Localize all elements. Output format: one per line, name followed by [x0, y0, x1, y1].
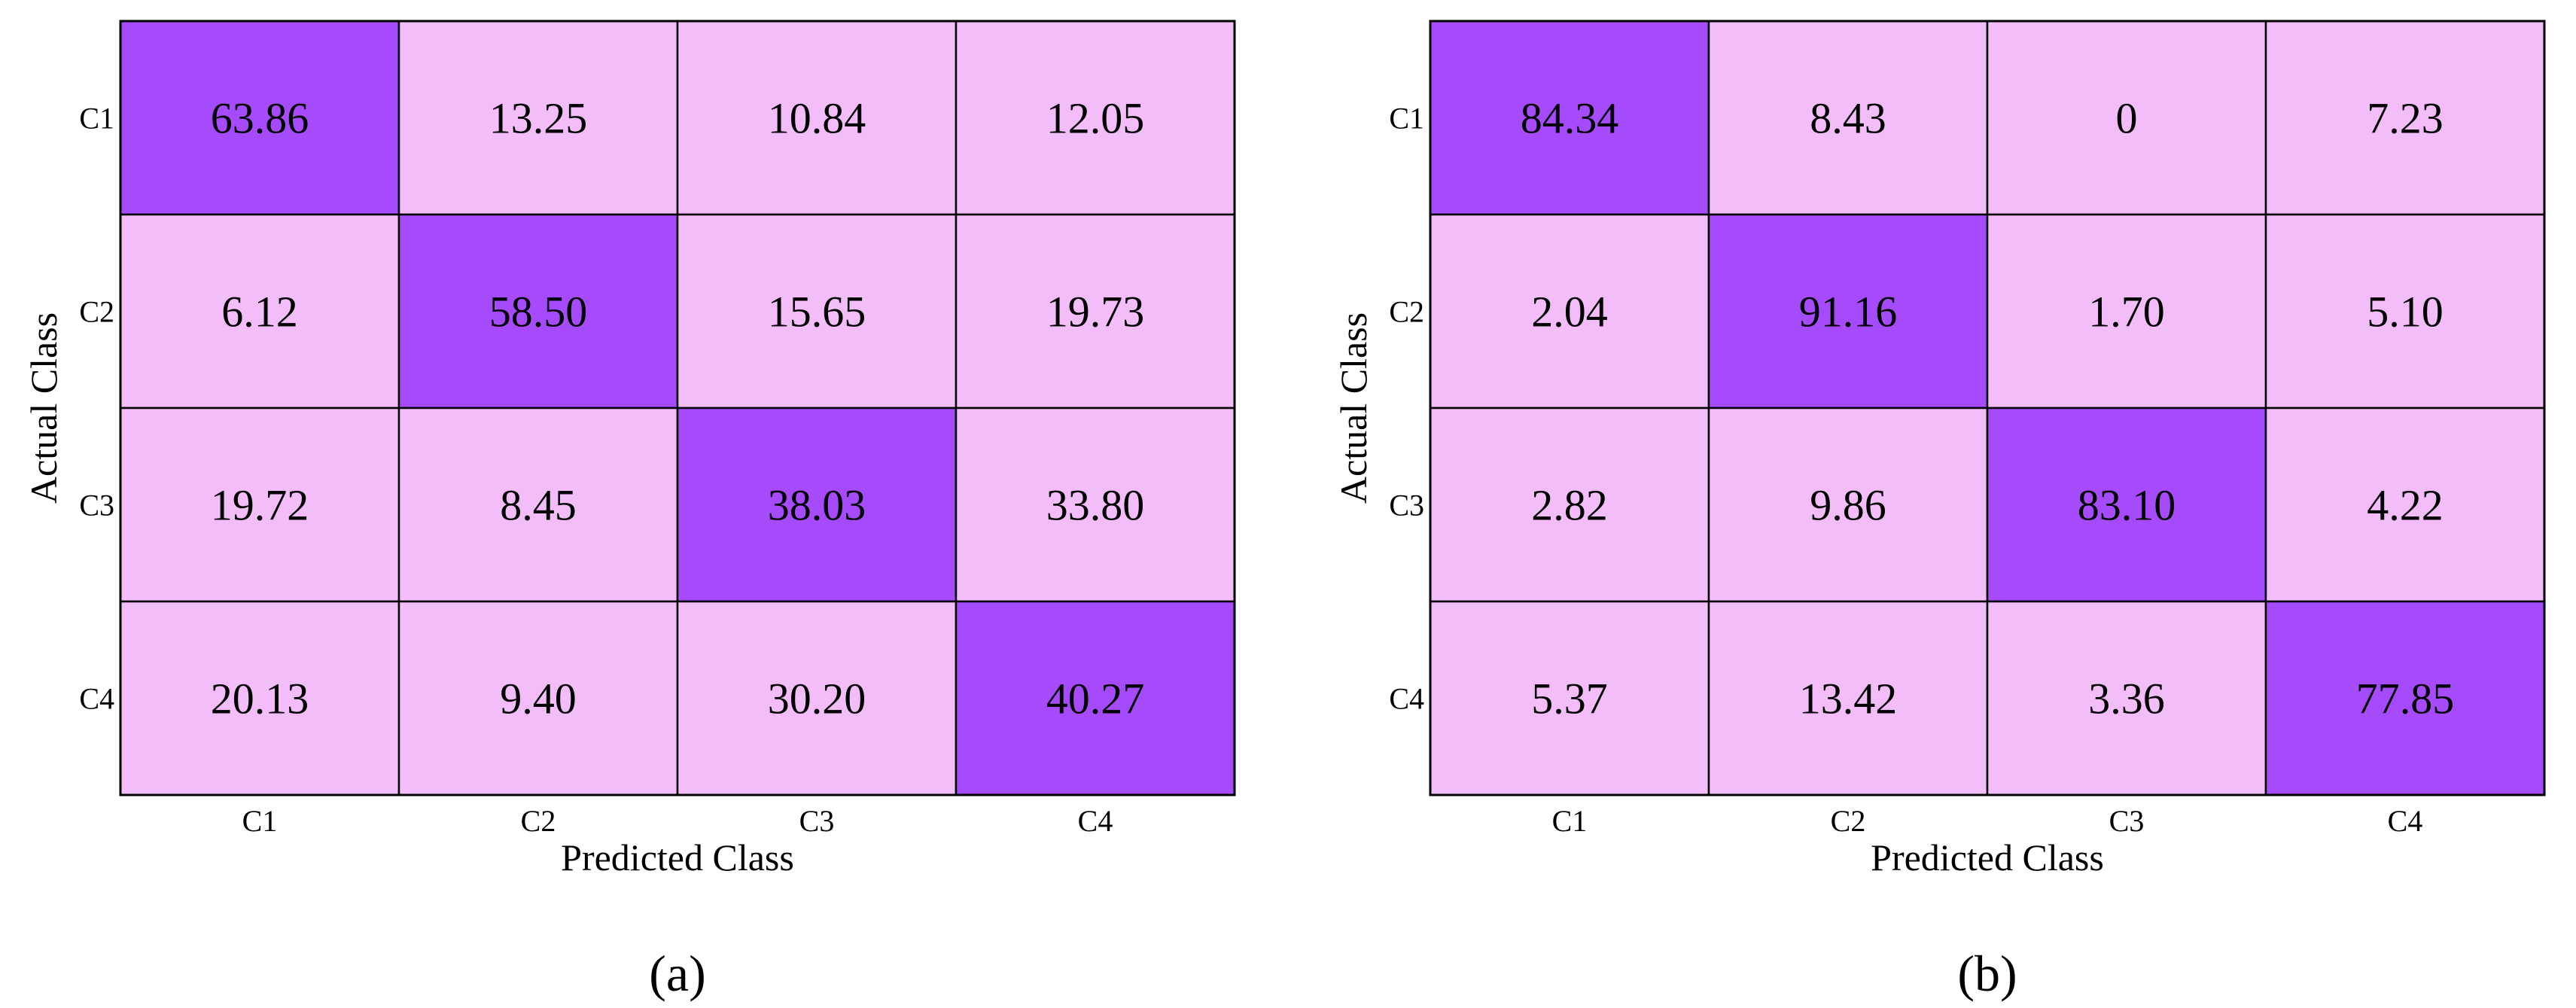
row-tick-label: C4	[79, 682, 114, 716]
cell-c3-c4	[2264, 407, 2546, 603]
cell-c2-c1	[119, 213, 400, 410]
cell-c2-c3	[1986, 213, 2267, 410]
cell-c1-c1	[119, 20, 400, 216]
cell-c4-c3	[676, 600, 958, 796]
col-tick-label: C1	[242, 804, 278, 838]
cell-value: 7.23	[2367, 94, 2444, 143]
cell-value: 1.70	[2088, 288, 2165, 337]
cell-value: 2.82	[1531, 481, 1608, 530]
y-axis-label: Actual Class	[23, 312, 65, 504]
col-tick-label: C3	[799, 804, 835, 838]
cell-value: 30.20	[768, 675, 866, 723]
cell-value: 13.25	[489, 94, 588, 143]
cell-c3-c2	[1707, 407, 1989, 603]
row-tick-label: C1	[79, 102, 114, 136]
cell-c2-c1	[1429, 213, 1710, 410]
cell-c4-c4	[2264, 600, 2546, 796]
matrix-border	[1429, 20, 2546, 796]
cell-value: 9.86	[1810, 481, 1886, 530]
cell-value: 3.36	[2088, 675, 2165, 723]
cell-value: 2.04	[1531, 288, 1608, 337]
cell-value: 20.13	[211, 675, 309, 723]
cell-c4-c1	[1429, 600, 1710, 796]
col-tick-label: C2	[1831, 804, 1866, 838]
panel-label: (b)	[1957, 945, 2017, 1002]
cell-value: 15.65	[768, 288, 866, 337]
cell-c1-c2	[1707, 20, 1989, 216]
cell-value: 63.86	[211, 94, 309, 143]
cell-value: 33.80	[1046, 481, 1145, 530]
cell-value: 6.12	[221, 288, 298, 337]
cell-value: 40.27	[1046, 675, 1145, 723]
x-axis-label: Predicted Class	[561, 836, 794, 879]
y-axis-label: Actual Class	[1332, 312, 1375, 504]
cell-c1-c2	[397, 20, 679, 216]
cell-c4-c3	[1986, 600, 2267, 796]
cell-c3-c4	[955, 407, 1236, 603]
cell-c2-c4	[955, 213, 1236, 410]
cell-c2-c2	[397, 213, 679, 410]
row-tick-label: C3	[79, 489, 114, 522]
cell-c3-c3	[1986, 407, 2267, 603]
cell-value: 4.22	[2367, 481, 2444, 530]
col-tick-label: C4	[2388, 804, 2423, 838]
cell-value: 83.10	[2078, 481, 2176, 530]
cell-value: 38.03	[768, 481, 866, 530]
row-tick-label: C1	[1389, 102, 1424, 136]
row-tick-label: C2	[1389, 295, 1424, 329]
cell-value: 13.42	[1799, 675, 1898, 723]
cell-value: 77.85	[2356, 675, 2455, 723]
cell-c1-c4	[955, 20, 1236, 216]
col-tick-label: C1	[1552, 804, 1588, 838]
col-tick-label: C3	[2109, 804, 2145, 838]
matrix-border	[119, 20, 1236, 796]
cell-value: 5.10	[2367, 288, 2444, 337]
panel-label: (a)	[649, 945, 705, 1002]
cell-value: 0	[2116, 94, 2138, 143]
cell-value: 5.37	[1531, 675, 1608, 723]
cell-c2-c4	[2264, 213, 2546, 410]
col-tick-label: C2	[521, 804, 556, 838]
cell-value: 19.73	[1046, 288, 1145, 337]
row-tick-label: C3	[1389, 489, 1424, 522]
cell-c4-c4	[955, 600, 1236, 796]
row-tick-label: C4	[1389, 682, 1424, 716]
confusion-matrix-a: 63.86 13.25 10.84 12.05 6.12 58.50 15.65 19.73 1…	[23, 20, 1236, 1002]
cell-c4-c2	[397, 600, 679, 796]
cell-c4-c1	[119, 600, 400, 796]
col-tick-label: C4	[1078, 804, 1113, 838]
cell-value: 8.45	[500, 481, 577, 530]
cell-c4-c2	[1707, 600, 1989, 796]
cell-value: 84.34	[1521, 94, 1619, 143]
row-tick-label: C2	[79, 295, 114, 329]
x-axis-label: Predicted Class	[1871, 836, 2104, 879]
cell-value: 58.50	[489, 288, 588, 337]
cell-value: 91.16	[1799, 288, 1898, 337]
cell-value: 8.43	[1810, 94, 1886, 143]
cell-c3-c2	[397, 407, 679, 603]
cell-value: 9.40	[500, 675, 577, 723]
cell-c2-c2	[1707, 213, 1989, 410]
cell-value: 19.72	[211, 481, 309, 530]
confusion-matrix-b: 84.34 8.43 0 7.23 2.04 91.16 1.70 5.10 2.82 9.86 8…	[1332, 20, 2546, 1002]
cell-value: 10.84	[768, 94, 866, 143]
cell-value: 12.05	[1046, 94, 1145, 143]
